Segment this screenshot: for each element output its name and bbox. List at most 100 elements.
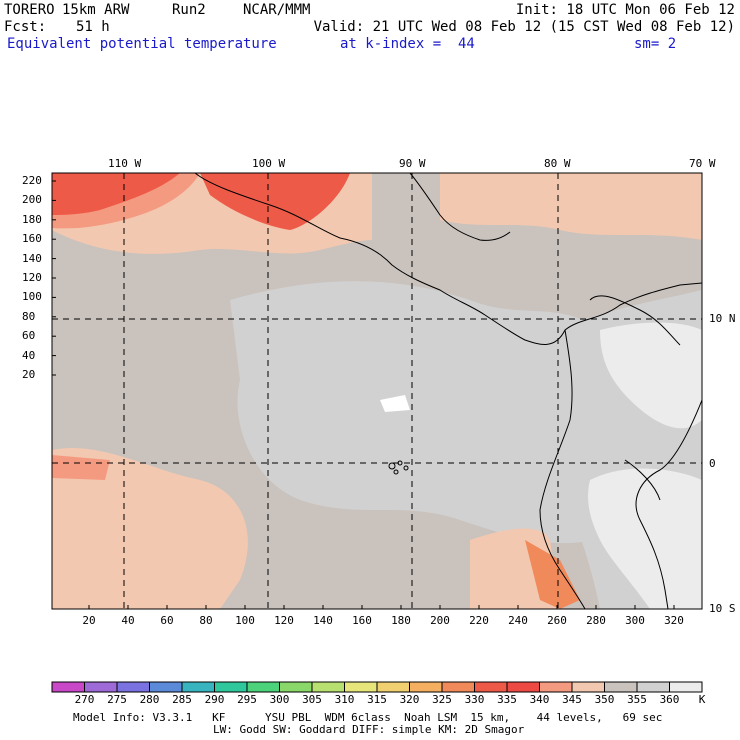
colorbar-label: 300 [269,693,290,706]
x-tick-label: 260 [547,614,567,627]
colorbar-box [376,681,410,693]
x-tick-label: 200 [430,614,450,627]
colorbar-label: 280 [139,693,160,706]
colorbar-box [344,681,378,693]
colorbar-box [636,681,670,693]
field-red-northwest [52,173,180,215]
valid-time: Valid: 21 UTC Wed 08 Feb 12 (15 CST Wed … [313,19,735,35]
colorbar-label: 360 [659,693,680,706]
field-salmon-west [52,455,110,480]
lat-label-0: 0 [709,457,716,470]
x-tick-label: 80 [199,614,213,627]
y-tick-label: 20 [22,368,36,381]
colorbar-label: 320 [399,693,420,706]
center-label: NCAR/MMM [243,2,311,18]
colorbar-box [409,681,443,693]
y-tick-label: 180 [22,212,42,226]
colorbar-label: 310 [334,693,355,706]
colorbar-box [669,681,703,693]
colorbar-box [474,681,508,693]
y-tick-label: 140 [22,251,42,265]
field-red-peru [525,540,580,609]
model-name: TORERO [4,2,55,18]
lat-label-10n: 10 N [709,312,736,325]
model-info: Model Info: V3.3.1 KF YSU PBL WDM 6class… [73,711,663,724]
y-tick-label: 80 [22,309,36,323]
x-tick-label: 300 [625,614,645,627]
colorbar-label: 340 [529,693,550,706]
colorbar-box [214,681,248,693]
x-tick-label: 40 [121,614,135,627]
field-white-north [600,322,702,429]
lat-lon-grid [52,173,702,609]
x-tick-label: 140 [313,614,333,627]
colorbar-box [311,681,345,693]
y-tick-label: 120 [22,271,42,284]
galapagos-islands [388,460,409,475]
level-label: at k-index = 44 [340,36,475,52]
x-tick-label: 20 [82,614,96,627]
lat-label-10s: 10 S [709,602,736,615]
colorbar-box [149,681,183,693]
coastlines [194,173,702,609]
lon-label-110w: 110 W [108,157,142,170]
x-tick-label: 280 [586,614,606,627]
colorbar-box [51,681,85,693]
colorbar-label: 275 [107,693,127,706]
resolution: 15km ARW [62,2,130,18]
x-tick-label: 220 [469,614,489,627]
colorbar-box [84,681,118,693]
y-tick-label: 200 [22,193,42,207]
colorbar-box [506,681,540,693]
colorbar-label: 295 [237,693,257,706]
field-name: Equivalent potential temperature [7,36,277,52]
colorbar-boxes [51,681,703,693]
colorbar-label: 330 [464,693,485,706]
y-tick-label: 160 [22,232,42,246]
colorbar-box [181,681,215,693]
y-tick-label: 100 [22,290,42,304]
field-red-mexico [200,173,350,230]
colorbar-box [279,681,313,693]
x-tick-label: 320 [664,614,684,627]
colorbar-label: 270 [74,693,95,706]
x-tick-label: 60 [160,614,174,627]
plot-frame [51,172,703,610]
y-tick-label: 60 [22,329,36,343]
field-gray-band [230,281,640,544]
colorbar-label: 285 [172,693,192,706]
field-shading [52,173,702,609]
colorbar-box [604,681,638,693]
run-label: Run2 [172,2,206,18]
colorbar-box [246,681,280,693]
physics-info: LW: Godd SW: Goddard DIFF: simple KM: 2D… [213,723,525,736]
y-tick-label: 220 [22,174,42,187]
colorbar-box [116,681,150,693]
x-tick-label: 100 [235,614,255,627]
colorbar-label: 315 [367,693,387,706]
colorbar-label: 345 [562,693,582,706]
field-white-south [588,468,702,609]
field-peach-caribbean [440,173,702,240]
smoothing-label: sm= 2 [634,36,677,52]
colorbar-box [571,681,605,693]
colorbar-unit: K [698,693,706,706]
init-time: Init: 18 UTC Mon 06 Feb 12 [515,2,735,18]
colorbar-label: 355 [627,693,647,706]
colorbar-label: 305 [302,693,322,706]
x-tick-label: 120 [274,614,294,627]
x-tick-label: 160 [352,614,372,627]
field-white-spot [380,395,410,412]
colorbar-label: 350 [594,693,615,706]
colorbar-label: 290 [204,693,225,706]
y-tick-label: 40 [22,348,36,362]
x-tick-label: 180 [391,614,411,627]
axis-ticks [52,180,675,609]
colorbar-box [441,681,475,693]
lon-label-70w: 70 W [689,157,716,170]
field-peach-southwest [52,447,248,609]
forecast-label: Fcst: [4,19,47,35]
lon-label-80w: 80 W [544,157,571,170]
colorbar-label: 325 [432,693,452,706]
